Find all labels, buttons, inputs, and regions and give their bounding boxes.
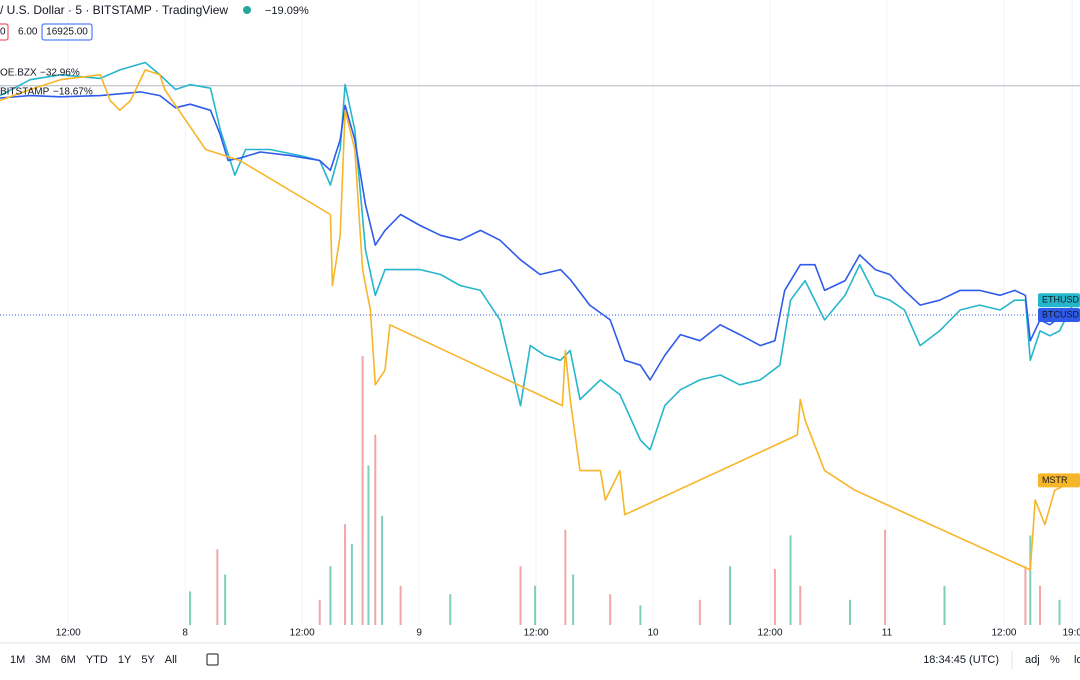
volume-bar bbox=[564, 529, 567, 625]
volume-bar bbox=[350, 543, 353, 625]
header-change: −19.09% bbox=[265, 5, 309, 17]
x-tick-label: 10 bbox=[648, 628, 660, 639]
volume-bar bbox=[367, 465, 370, 625]
volume-bar bbox=[519, 566, 522, 625]
volume-bar bbox=[639, 605, 642, 625]
sell-price[interactable]: 0 bbox=[0, 27, 6, 38]
range-button[interactable]: 5Y bbox=[141, 654, 155, 666]
price-tag-label: BTCUSD bbox=[1042, 309, 1080, 319]
x-tick-label: 8 bbox=[182, 628, 188, 639]
legend: OE.BZX −32.96% BITSTAMP −18.67% bbox=[0, 68, 93, 98]
legend-label: BITSTAMP bbox=[0, 87, 50, 98]
volume-bar bbox=[799, 585, 802, 625]
volume-bar bbox=[361, 356, 364, 625]
symbol-title: / U.S. Dollar · 5 · BITSTAMP · TradingVi… bbox=[0, 3, 228, 17]
volume-bar bbox=[572, 574, 575, 625]
volume-bar bbox=[1024, 566, 1027, 625]
spread: 6.00 bbox=[18, 27, 38, 38]
volume-bar bbox=[344, 524, 347, 625]
x-tick-label: 12:00 bbox=[991, 628, 1016, 639]
volume-bar bbox=[609, 594, 612, 625]
volume-bar bbox=[789, 535, 792, 625]
volume-bar bbox=[1039, 585, 1042, 625]
price-tag bbox=[1038, 473, 1080, 488]
legend-change: −32.96% bbox=[40, 68, 80, 79]
price-tag bbox=[1038, 293, 1080, 308]
x-tick-label: 19:0 bbox=[1062, 628, 1080, 639]
x-tick-label: 12:00 bbox=[56, 628, 81, 639]
volume-bar bbox=[848, 599, 851, 625]
legend-label: OE.BZX bbox=[0, 68, 37, 79]
x-tick-label: 9 bbox=[416, 628, 422, 639]
legend-change: −18.67% bbox=[53, 87, 93, 98]
range-button[interactable]: 6M bbox=[61, 654, 76, 666]
series-line bbox=[0, 69, 1076, 571]
date-range-icon[interactable] bbox=[206, 653, 219, 666]
x-tick-label: 12:00 bbox=[524, 628, 549, 639]
volume-bar bbox=[399, 585, 402, 625]
range-button[interactable]: 1M bbox=[10, 654, 25, 666]
buy-box[interactable] bbox=[41, 23, 93, 41]
price-tag-label: ETHUSD bbox=[1042, 295, 1080, 305]
volume-bar bbox=[374, 434, 377, 625]
volume-pane bbox=[189, 356, 1061, 625]
log-toggle[interactable]: lo bbox=[1074, 654, 1080, 666]
range-button[interactable]: 1Y bbox=[118, 654, 132, 666]
time-axis bbox=[0, 625, 1080, 642]
x-tick-label: 12:00 bbox=[758, 628, 783, 639]
percent-toggle[interactable]: % bbox=[1050, 654, 1060, 666]
volume-bar bbox=[381, 515, 384, 625]
grid bbox=[0, 0, 1080, 625]
range-button[interactable]: 3M bbox=[35, 654, 50, 666]
volume-bar bbox=[773, 569, 776, 625]
price-labels: ETHUSD BTCUSD MSTR bbox=[1038, 293, 1080, 488]
volume-bar bbox=[884, 529, 887, 625]
x-tick-label: 11 bbox=[882, 628, 893, 639]
sell-box[interactable] bbox=[0, 23, 9, 41]
volume-bar bbox=[329, 566, 332, 625]
x-tick-label: 12:00 bbox=[290, 628, 315, 639]
price-pane bbox=[0, 61, 1076, 571]
volume-bar bbox=[943, 585, 946, 625]
volume-bar bbox=[449, 594, 452, 625]
price-tag-label: MSTR bbox=[1042, 475, 1068, 485]
volume-bar bbox=[698, 599, 701, 625]
volume-bar bbox=[318, 599, 321, 625]
time-axis-labels: 12:00 8 12:00 9 12:00 10 12:00 11 12:00 19:0 bbox=[56, 628, 1080, 639]
adj-toggle[interactable]: adj bbox=[1025, 654, 1040, 666]
range-button[interactable]: All bbox=[165, 654, 177, 666]
buy-price[interactable]: 16925.00 bbox=[46, 27, 88, 38]
volume-bar bbox=[216, 549, 219, 625]
price-tag bbox=[1038, 307, 1080, 322]
volume-bar bbox=[1029, 535, 1032, 625]
volume-bar bbox=[1058, 599, 1061, 625]
bottom-toolbar: 1M 3M 6M YTD 1Y 5Y All 18:34:45 (UTC) adj% lo bbox=[10, 651, 1080, 669]
volume-bar bbox=[729, 566, 732, 625]
market-status bbox=[243, 6, 251, 14]
range-button[interactable]: YTD bbox=[86, 654, 108, 666]
volume-bar bbox=[189, 591, 192, 625]
volume-bar bbox=[534, 585, 537, 625]
clock: 18:34:45 (UTC) bbox=[923, 654, 999, 666]
volume-bar bbox=[224, 574, 227, 625]
